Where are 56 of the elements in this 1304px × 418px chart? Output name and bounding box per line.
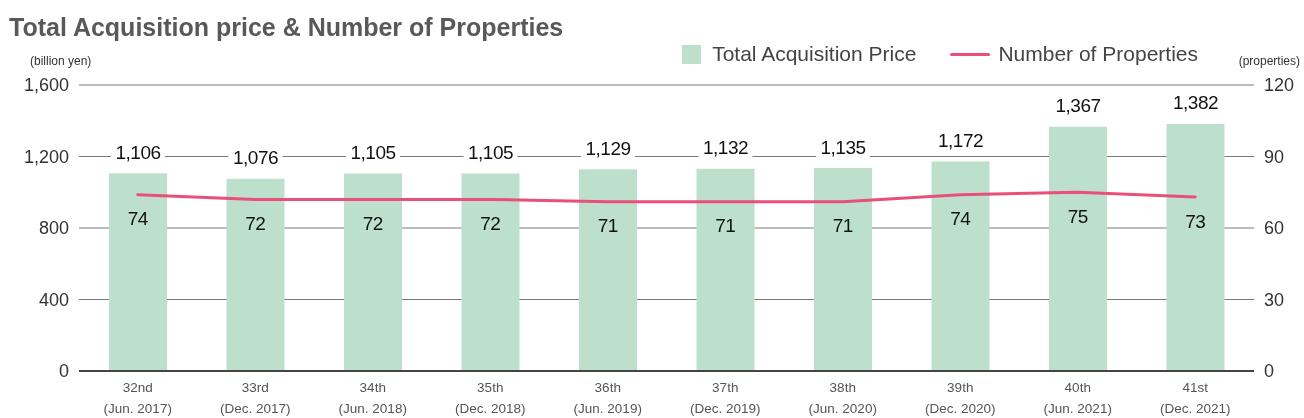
y-tick-label: 1,200 — [23, 146, 69, 167]
legend-label: Number of Properties — [998, 42, 1198, 66]
x-tick-label: 36th (Jun. 2019) — [573, 380, 642, 416]
x-tick-label: 40th (Jun. 2021) — [1043, 380, 1112, 416]
x-tick-label: 39th (Dec. 2020) — [924, 380, 996, 416]
chart-title: Total Acquisition price & Number of Properties — [9, 13, 564, 42]
y2-tick-label: 90 — [1264, 146, 1285, 167]
data-label: 71 — [715, 215, 736, 237]
data-label: 72 — [245, 212, 266, 234]
data-label: 1,105 — [467, 141, 514, 163]
bar — [109, 173, 167, 371]
line-series — [136, 190, 1197, 204]
data-label: 1,172 — [937, 130, 984, 152]
x-tick-label: 35th (Dec. 2018) — [454, 380, 526, 416]
data-label: 1,132 — [702, 137, 749, 159]
y-tick-label: 800 — [38, 218, 69, 239]
y2-tick-label: 30 — [1264, 289, 1285, 310]
data-label: 1,367 — [1055, 95, 1101, 117]
x-tick-label: 34th (Jun. 2018) — [338, 380, 407, 416]
data-label: 1,105 — [350, 141, 396, 163]
x-tick-label: 33rd (Dec. 2017) — [219, 380, 291, 416]
data-label: 1,135 — [820, 136, 866, 158]
data-label: 74 — [950, 208, 972, 230]
data-label: 71 — [832, 215, 853, 237]
legend-label: Total Acquisition Price — [712, 42, 917, 66]
y2-tick-label: 60 — [1264, 218, 1285, 239]
y-tick-label: 0 — [58, 361, 69, 382]
x-tick-label: 37th (Dec. 2019) — [689, 380, 761, 416]
y-tick-label: 400 — [38, 289, 69, 310]
bar — [1166, 123, 1225, 371]
bar — [344, 173, 402, 371]
y-tick-label: 1,600 — [23, 75, 69, 96]
bar — [461, 173, 520, 371]
data-label: 73 — [1185, 210, 1206, 232]
data-label: 74 — [127, 208, 149, 230]
y-axis-title: (billion yen) — [30, 54, 92, 68]
bar — [931, 161, 990, 371]
y2-tick-label: 120 — [1264, 75, 1295, 96]
x-tick-label: 38th (Jun. 2020) — [808, 380, 877, 416]
bar — [579, 169, 637, 371]
data-label: 72 — [362, 212, 383, 234]
data-label: 72 — [480, 212, 501, 234]
bar — [1049, 126, 1107, 371]
data-label: 1,076 — [232, 147, 279, 169]
x-tick-label: 32nd (Jun. 2017) — [103, 380, 172, 416]
data-label: 71 — [597, 215, 618, 237]
y2-tick-label: 0 — [1264, 361, 1275, 382]
data-label: 75 — [1067, 205, 1088, 227]
y2-axis-title: (properties) — [1238, 54, 1300, 68]
bar — [814, 168, 872, 371]
x-tick-label: 41st (Dec. 2021) — [1159, 380, 1231, 416]
bar — [226, 178, 285, 371]
data-label: 1,129 — [585, 137, 631, 159]
data-label: 1,106 — [115, 141, 161, 163]
bar — [696, 168, 755, 371]
data-label: 1,382 — [1172, 92, 1219, 114]
